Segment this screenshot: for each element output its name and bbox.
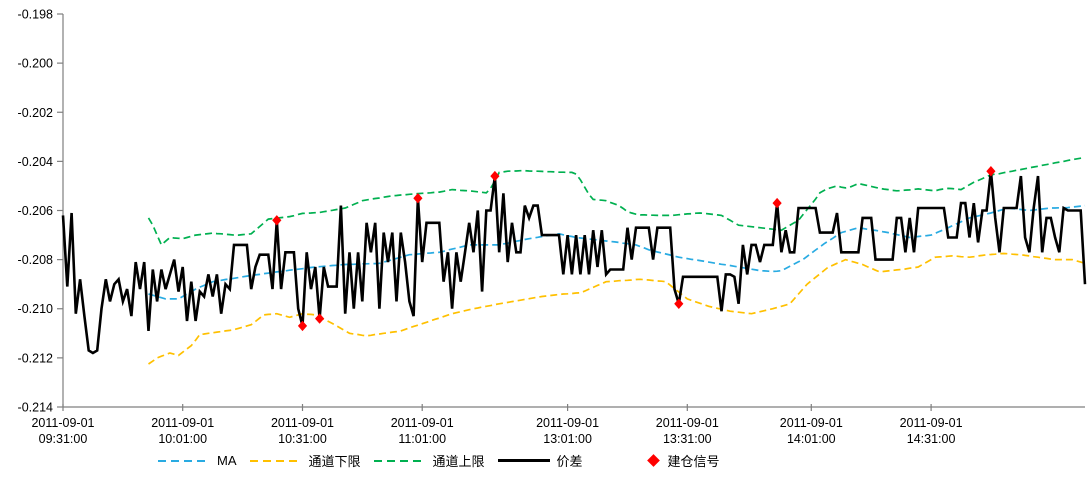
x-tick-label-time: 14:31:00	[907, 432, 956, 446]
legend-item-lower-channel: 通道下限	[249, 451, 361, 470]
x-tick-label-date: 2011-09-01	[656, 416, 719, 430]
y-tick-label: -0.214	[18, 401, 53, 415]
legend-item-spread: 价差	[497, 451, 583, 470]
legend-item-ma: MA	[158, 453, 237, 468]
x-tick-label-date: 2011-09-01	[31, 416, 94, 430]
x-tick-label-date: 2011-09-01	[900, 416, 963, 430]
series-ma-line	[148, 204, 1086, 300]
entry-signal-marker	[413, 193, 423, 204]
y-tick-label: -0.204	[18, 155, 53, 169]
y-tick-label: -0.212	[18, 351, 53, 365]
x-tick-label-date: 2011-09-01	[151, 416, 214, 430]
legend-label-upper-channel: 通道上限	[432, 454, 485, 469]
x-tick-label-time: 10:01:00	[158, 432, 207, 446]
legend-label-ma: MA	[217, 453, 237, 468]
y-tick-label: -0.198	[18, 8, 53, 22]
legend-label-lower-channel: 通道下限	[308, 454, 361, 469]
x-tick-label-time: 09:31:00	[39, 432, 88, 446]
legend-swatch-diamond-icon	[646, 454, 660, 467]
legend-swatch-upper-channel-icon	[373, 459, 426, 462]
legend-label-spread: 价差	[556, 454, 583, 469]
series-lower-channel-line	[148, 252, 1086, 365]
series-spread-line	[61, 171, 1087, 355]
x-tick-label-date: 2011-09-01	[391, 416, 454, 430]
legend-item-entry-signal: 建仓信号	[646, 451, 720, 470]
chart-legend: MA 通道下限 通道上限 价差 建仓信号	[158, 451, 720, 470]
y-tick-label: -0.200	[18, 57, 53, 71]
x-tick-label-time: 10:31:00	[278, 432, 327, 446]
entry-signal-marker	[272, 215, 282, 226]
legend-swatch-lower-channel-icon	[249, 459, 302, 462]
legend-label-entry-signal: 建仓信号	[667, 454, 720, 469]
legend-swatch-spread-icon	[497, 459, 550, 462]
entry-signal-marker	[986, 166, 996, 177]
entry-signal-marker	[772, 197, 782, 209]
y-tick-label: -0.208	[18, 253, 53, 267]
entry-signal-marker	[297, 320, 308, 332]
legend-swatch-ma-icon	[158, 459, 210, 462]
y-tick-label: -0.210	[18, 302, 53, 316]
series-upper-channel-line	[147, 156, 1086, 247]
x-tick-label-time: 13:31:00	[663, 432, 712, 446]
x-tick-label-time: 14:01:00	[787, 432, 836, 446]
legend-item-upper-channel: 通道上限	[373, 451, 485, 470]
x-tick-label-date: 2011-09-01	[271, 416, 334, 430]
x-tick-label-time: 11:01:00	[398, 432, 446, 446]
x-tick-label-date: 2011-09-01	[536, 416, 599, 430]
entry-signal-marker	[674, 298, 684, 309]
entry-signal-marker	[490, 170, 500, 182]
y-tick-label: -0.202	[18, 106, 53, 120]
x-tick-label-date: 2011-09-01	[780, 416, 843, 430]
entry-signal-marker	[315, 313, 325, 324]
y-tick-label: -0.206	[18, 204, 53, 218]
x-tick-label-time: 13:01:00	[543, 432, 592, 446]
